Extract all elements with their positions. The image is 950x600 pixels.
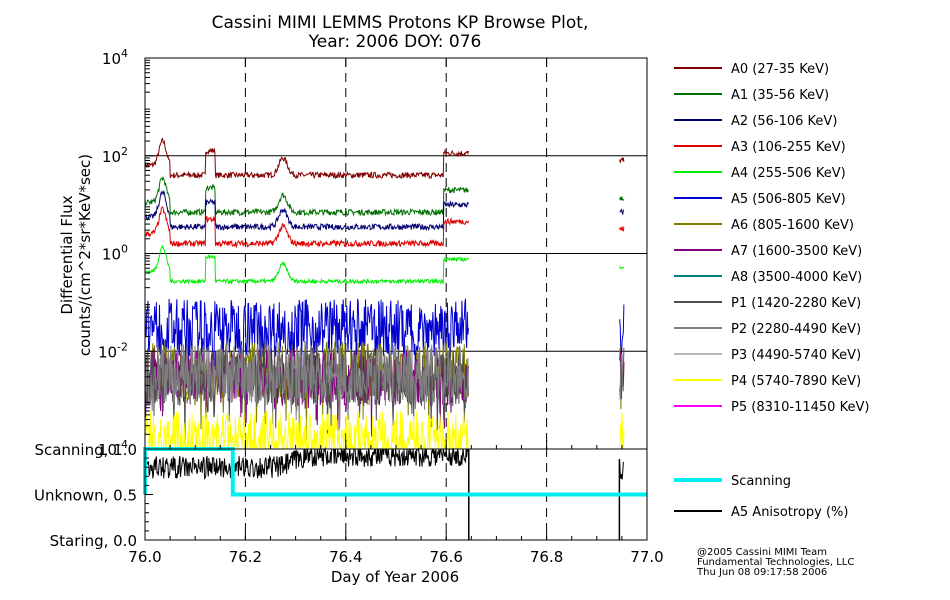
series-line-A5-anisotropy (144, 447, 625, 480)
legend-label: P2 (2280-4490 KeV) (731, 322, 861, 337)
legend-label: A1 (35-56 KeV) (731, 88, 829, 103)
x-tick-label: 76.4 (329, 548, 362, 566)
series-line-A0 (144, 137, 625, 180)
data-layer (143, 137, 647, 540)
y-tick-label: 10-4 (98, 438, 128, 459)
legend-label: Scanning (731, 474, 791, 489)
y-tick-label: 10-2 (98, 340, 128, 361)
legend-label: A0 (27-35 KeV) (731, 62, 829, 77)
credit-line1: @2005 Cassini MIMI Team (697, 547, 827, 558)
series-line-A1 (144, 176, 625, 217)
legend-label: P1 (1420-2280 KeV) (731, 296, 861, 311)
y-tick-label: 102 (102, 145, 128, 166)
legend: A0 (27-35 KeV) A1 (35-56 KeV) A2 (56-106 K… (674, 62, 869, 520)
legend-label: A5 Anisotropy (%) (731, 505, 848, 520)
x-tick-label: 76.6 (429, 548, 462, 566)
legend-label: A7 (1600-3500 KeV) (731, 244, 862, 259)
series-line-P2 (144, 344, 625, 433)
x-tick-label: 76.0 (128, 548, 161, 566)
y-tick-label: 100 (102, 243, 128, 264)
legend-label: P3 (4490-5740 KeV) (731, 348, 861, 363)
legend-label: A4 (255-506 KeV) (731, 166, 846, 181)
chart-title-line1: Cassini MIMI LEMMS Protons KP Browse Plo… (212, 13, 589, 33)
legend-label: A2 (56-106 KeV) (731, 114, 837, 129)
series-line-A3 (144, 206, 625, 249)
legend-label: P4 (5740-7890 KeV) (731, 374, 861, 389)
x-tick-label: 77.0 (630, 548, 663, 566)
credit-line3: Thu Jun 08 09:17:58 2006 (696, 567, 827, 578)
series-line-A2 (144, 189, 625, 232)
aniso-y-tick-label: Staring, 0.0 (50, 532, 137, 550)
aniso-y-tick-label: Unknown, 0.5 (34, 487, 137, 505)
x-tick-label: 76.2 (229, 548, 262, 566)
x-tick-label: 76.8 (530, 548, 563, 566)
chart-title-line2: Year: 2006 DOY: 076 (308, 32, 482, 52)
y-axis-label-line1: Differential Flux (58, 195, 76, 314)
y-axis-label-line2: counts/(cm^2*sr*KeV*sec) (76, 154, 94, 356)
credit-line2: Fundamental Technologies, LLC (697, 557, 854, 568)
y-tick-label: 104 (102, 47, 128, 68)
series-line-P4 (144, 411, 625, 450)
legend-label: A8 (3500-4000 KeV) (731, 270, 862, 285)
aniso-y-tick-label: Scanning, 1.0 (34, 441, 137, 459)
series-line-A4 (144, 244, 625, 286)
legend-label: P5 (8310-11450 KeV) (731, 400, 869, 415)
anisotropy-panel-frame (144, 448, 648, 541)
x-axis-label: Day of Year 2006 (331, 568, 459, 586)
legend-label: A3 (106-255 KeV) (731, 140, 846, 155)
legend-label: A6 (805-1600 KeV) (731, 218, 854, 233)
legend-label: A5 (506-805 KeV) (731, 192, 846, 207)
series-line-A5 (144, 298, 625, 396)
